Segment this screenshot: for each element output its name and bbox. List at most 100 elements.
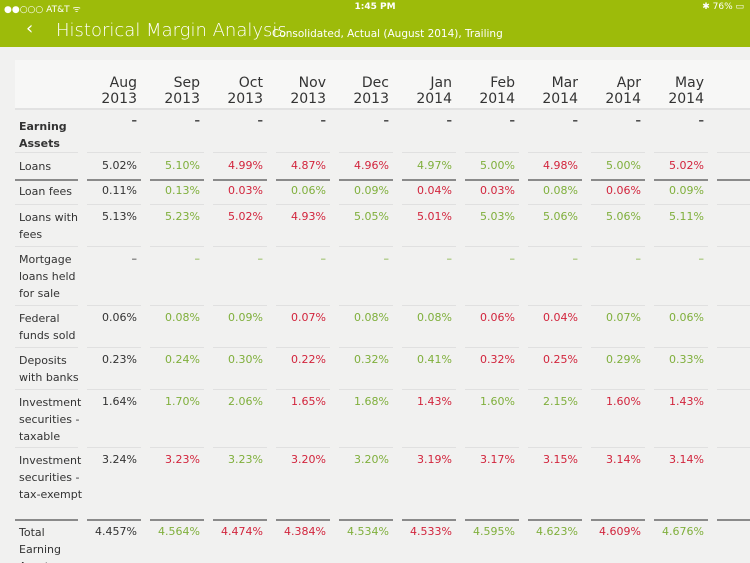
row-divider <box>15 305 78 306</box>
table-cell: 4.595% <box>473 525 515 538</box>
table-cell: 1.60% <box>606 395 641 408</box>
month-header: May 2014 <box>644 75 704 107</box>
subtotal-rule <box>402 179 456 181</box>
subtotal-rule <box>15 519 78 521</box>
table-cell: 1.43% <box>417 395 452 408</box>
row-divider <box>150 246 204 247</box>
table-cell: 5.02% <box>669 159 704 172</box>
table-cell: 5.00% <box>606 159 641 172</box>
table-cell: – <box>320 252 327 265</box>
subtotal-rule <box>339 179 393 181</box>
table-cell: 5.10% <box>165 159 200 172</box>
row-divider <box>15 447 78 448</box>
table-cell: 5.06% <box>606 210 641 223</box>
row-label: Loans with fees <box>19 211 78 241</box>
table-cell: 2.15% <box>543 395 578 408</box>
row-divider <box>87 152 141 153</box>
month-header: Sep 2013 <box>140 75 200 107</box>
nav-bar: ●●○○○ AT&T ᯤ 1:45 PM ✱ 76% ▭ ‹ Historica… <box>0 0 750 47</box>
row-divider <box>339 389 393 390</box>
row-divider <box>213 389 267 390</box>
row-divider <box>213 305 267 306</box>
table-cell: – <box>698 114 705 127</box>
table-cell: 3.24% <box>102 453 137 466</box>
subtotal-rule <box>591 179 645 181</box>
table-cell: 4.457% <box>95 525 137 538</box>
table-cell: 5.02% <box>228 210 263 223</box>
table-cell: – <box>194 114 201 127</box>
month-header-month: Mar <box>551 75 578 91</box>
table-cell: 3.23% <box>228 453 263 466</box>
row-divider <box>276 389 330 390</box>
table-cell: 4.474% <box>221 525 263 538</box>
row-label: Loan fees <box>19 185 73 198</box>
month-header-month: May <box>675 75 704 91</box>
table-cell: 0.03% <box>480 184 515 197</box>
table-cell: 4.87% <box>291 159 326 172</box>
subtotal-rule <box>213 519 267 521</box>
row-divider <box>654 152 708 153</box>
row-divider <box>15 246 78 247</box>
table-cell: 1.43% <box>669 395 704 408</box>
table-cell: 4.384% <box>284 525 326 538</box>
row-divider <box>213 347 267 348</box>
row-divider <box>276 347 330 348</box>
row-divider <box>465 389 519 390</box>
row-divider <box>339 347 393 348</box>
row-divider <box>15 204 78 205</box>
table-cell: 0.06% <box>480 311 515 324</box>
table-cell: 0.09% <box>669 184 704 197</box>
table-cell: 0.30% <box>228 353 263 366</box>
month-header: Nov 2013 <box>266 75 326 107</box>
table-cell: 0.24% <box>165 353 200 366</box>
table-cell: 0.11% <box>102 184 137 197</box>
table-cell: – <box>698 252 705 265</box>
month-header-year: 2014 <box>668 91 704 107</box>
table-cell: 3.19% <box>417 453 452 466</box>
table-cell: 0.06% <box>669 311 704 324</box>
subtotal-rule <box>717 179 750 181</box>
month-header-month: Dec <box>361 75 389 91</box>
row-divider <box>339 152 393 153</box>
row-divider <box>591 447 645 448</box>
month-header-row: Aug 2013 Sep 2013 Oct 2013 Nov 2013 Dec 2013 Jan 20… <box>15 60 750 110</box>
row-divider <box>87 246 141 247</box>
month-header-month: Feb <box>490 75 515 91</box>
month-header-year: 2013 <box>164 91 200 107</box>
month-header: Dec 2013 <box>329 75 389 107</box>
table-cell: 4.534% <box>347 525 389 538</box>
subtotal-rule <box>276 179 330 181</box>
subtotal-rule <box>87 519 141 521</box>
table-cell: 3.14% <box>606 453 641 466</box>
row-divider <box>528 152 582 153</box>
table-cell: 5.00% <box>480 159 515 172</box>
row-divider <box>402 447 456 448</box>
row-label: Investment securities - tax-exempt <box>19 454 83 501</box>
row-divider <box>87 204 141 205</box>
row-divider <box>465 447 519 448</box>
row-divider <box>654 204 708 205</box>
table-cell: – <box>383 252 390 265</box>
table-cell: 4.96% <box>354 159 389 172</box>
page-subtitle: Consolidated, Actual (August 2014), Trai… <box>272 28 503 40</box>
row-divider <box>465 204 519 205</box>
table-cell: – <box>635 252 642 265</box>
table-cell: 4.98% <box>543 159 578 172</box>
table-cell: 0.09% <box>228 311 263 324</box>
table-cell: – <box>572 114 579 127</box>
row-divider <box>213 204 267 205</box>
month-header-year: 2013 <box>290 91 326 107</box>
table-cell: 0.06% <box>606 184 641 197</box>
month-header-year: 2013 <box>227 91 263 107</box>
table-cell: 0.08% <box>354 311 389 324</box>
table-cell: 0.03% <box>228 184 263 197</box>
table-cell: 4.609% <box>599 525 641 538</box>
month-header-year: 2013 <box>101 91 137 107</box>
table-cell: 5.23% <box>165 210 200 223</box>
back-chevron-icon[interactable]: ‹ <box>26 18 34 39</box>
month-header-year: 2013 <box>353 91 389 107</box>
month-header-month: Nov <box>298 75 326 91</box>
row-divider <box>591 246 645 247</box>
table-cell: – <box>446 114 453 127</box>
